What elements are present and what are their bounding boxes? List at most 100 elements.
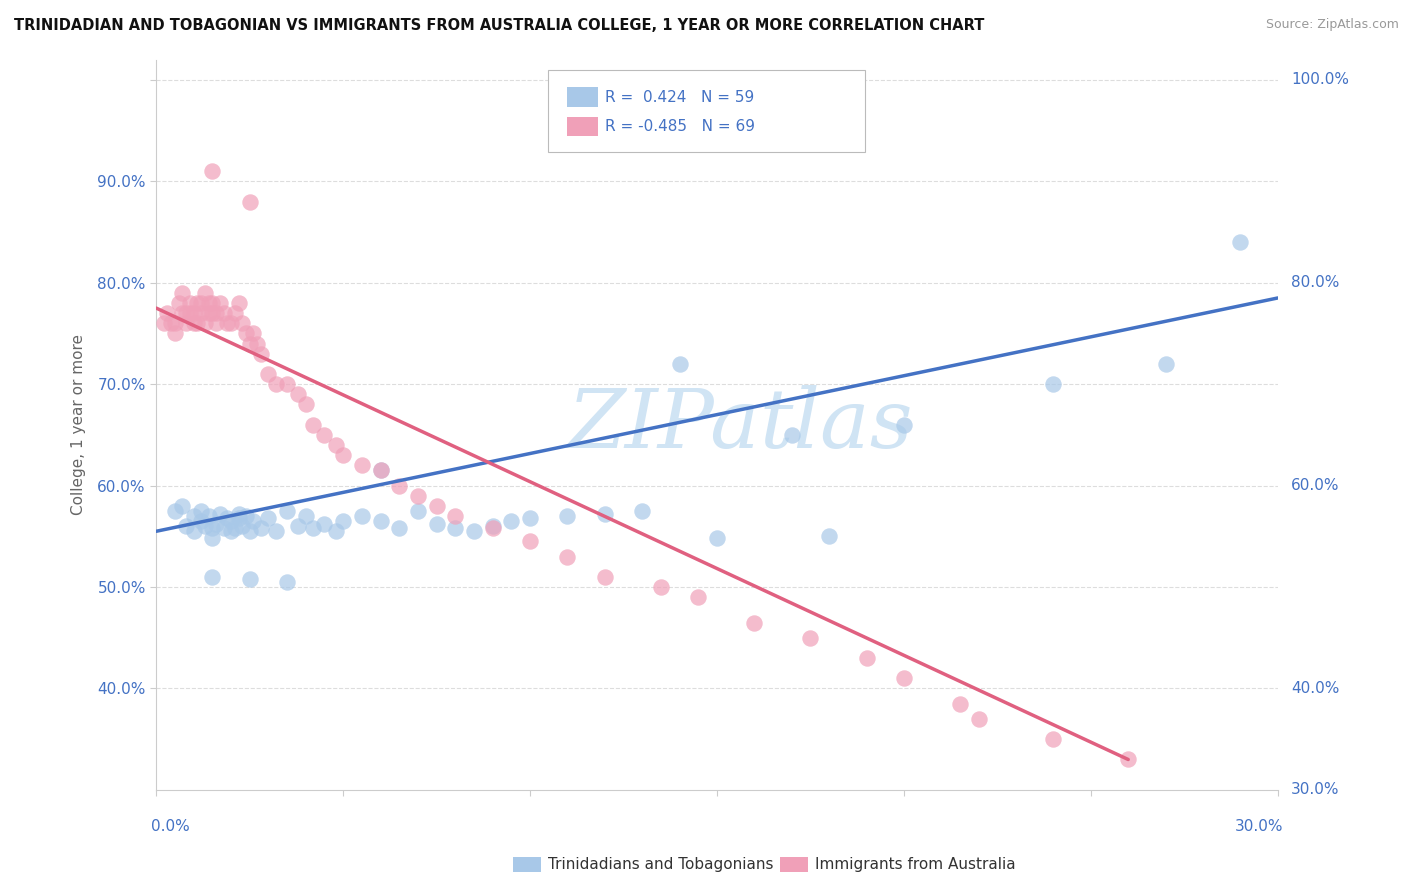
Point <box>194 316 217 330</box>
Point <box>190 504 212 518</box>
Point <box>190 306 212 320</box>
Point <box>224 521 246 535</box>
Point <box>1042 377 1064 392</box>
Point <box>205 517 228 532</box>
Point <box>818 529 841 543</box>
Point <box>388 478 411 492</box>
Point <box>212 521 235 535</box>
Text: TRINIDADIAN AND TOBAGONIAN VS IMMIGRANTS FROM AUSTRALIA COLLEGE, 1 YEAR OR MORE : TRINIDADIAN AND TOBAGONIAN VS IMMIGRANTS… <box>14 18 984 33</box>
Point <box>406 504 429 518</box>
Text: R =  0.424   N = 59: R = 0.424 N = 59 <box>605 90 754 104</box>
Point <box>481 521 503 535</box>
Text: Trinidadians and Tobagonians: Trinidadians and Tobagonians <box>548 857 773 872</box>
Point <box>426 517 449 532</box>
Point <box>174 519 197 533</box>
Point <box>294 509 316 524</box>
Point <box>1116 752 1139 766</box>
Point <box>780 428 803 442</box>
Point <box>332 448 354 462</box>
Text: 0.0%: 0.0% <box>150 819 190 834</box>
Point <box>179 296 201 310</box>
Point <box>893 671 915 685</box>
Point <box>186 316 208 330</box>
Point <box>302 521 325 535</box>
Point <box>314 517 336 532</box>
Point <box>212 306 235 320</box>
Point <box>250 347 273 361</box>
Text: R = -0.485   N = 69: R = -0.485 N = 69 <box>605 120 755 134</box>
Point <box>370 463 392 477</box>
Point <box>183 524 205 539</box>
Text: 60.0%: 60.0% <box>1291 478 1340 493</box>
Point <box>287 387 309 401</box>
Text: 100.0%: 100.0% <box>1291 72 1350 87</box>
Point <box>388 521 411 535</box>
Point <box>179 306 201 320</box>
Point <box>208 296 231 310</box>
Point <box>444 509 467 524</box>
Point <box>235 326 257 341</box>
Point <box>219 524 242 539</box>
Point <box>799 631 821 645</box>
Point <box>557 549 579 564</box>
Point <box>208 507 231 521</box>
Point <box>593 507 616 521</box>
Point <box>228 511 250 525</box>
Point <box>205 316 228 330</box>
Point <box>231 316 253 330</box>
Point <box>242 326 264 341</box>
Point <box>406 489 429 503</box>
Point <box>167 296 190 310</box>
Point <box>235 509 257 524</box>
Point <box>239 524 262 539</box>
Point <box>160 316 183 330</box>
Point <box>201 306 224 320</box>
Point <box>314 428 336 442</box>
Point <box>287 519 309 533</box>
Point <box>163 326 186 341</box>
Point <box>276 377 298 392</box>
Text: 30.0%: 30.0% <box>1291 782 1340 797</box>
Point <box>593 570 616 584</box>
Point <box>426 499 449 513</box>
Point <box>201 532 224 546</box>
Point <box>201 521 224 535</box>
Point <box>217 316 239 330</box>
Point <box>201 570 224 584</box>
Point <box>370 514 392 528</box>
Point <box>172 499 194 513</box>
Point <box>152 316 174 330</box>
Point <box>257 511 280 525</box>
Text: Source: ZipAtlas.com: Source: ZipAtlas.com <box>1265 18 1399 31</box>
Point <box>172 285 194 300</box>
Point <box>219 316 242 330</box>
Point <box>246 336 269 351</box>
Point <box>1042 732 1064 747</box>
Point <box>156 306 179 320</box>
Point <box>855 651 877 665</box>
Text: 80.0%: 80.0% <box>1291 276 1340 290</box>
Point <box>350 458 373 473</box>
Point <box>194 519 217 533</box>
Point <box>519 511 541 525</box>
Point <box>239 572 262 586</box>
Point <box>1229 235 1251 250</box>
Text: ZIPatlas: ZIPatlas <box>567 384 912 465</box>
Point <box>228 507 250 521</box>
Point <box>190 296 212 310</box>
Point <box>219 514 242 528</box>
Point <box>201 296 224 310</box>
Point <box>172 306 194 320</box>
Point <box>183 316 205 330</box>
Point <box>332 514 354 528</box>
Point <box>239 194 262 209</box>
Point <box>242 514 264 528</box>
Y-axis label: College, 1 year or more: College, 1 year or more <box>72 334 86 516</box>
Point <box>174 306 197 320</box>
Point <box>744 615 766 630</box>
Point <box>186 296 208 310</box>
Point <box>217 511 239 525</box>
Point <box>174 316 197 330</box>
Point <box>264 524 287 539</box>
Point <box>893 417 915 432</box>
